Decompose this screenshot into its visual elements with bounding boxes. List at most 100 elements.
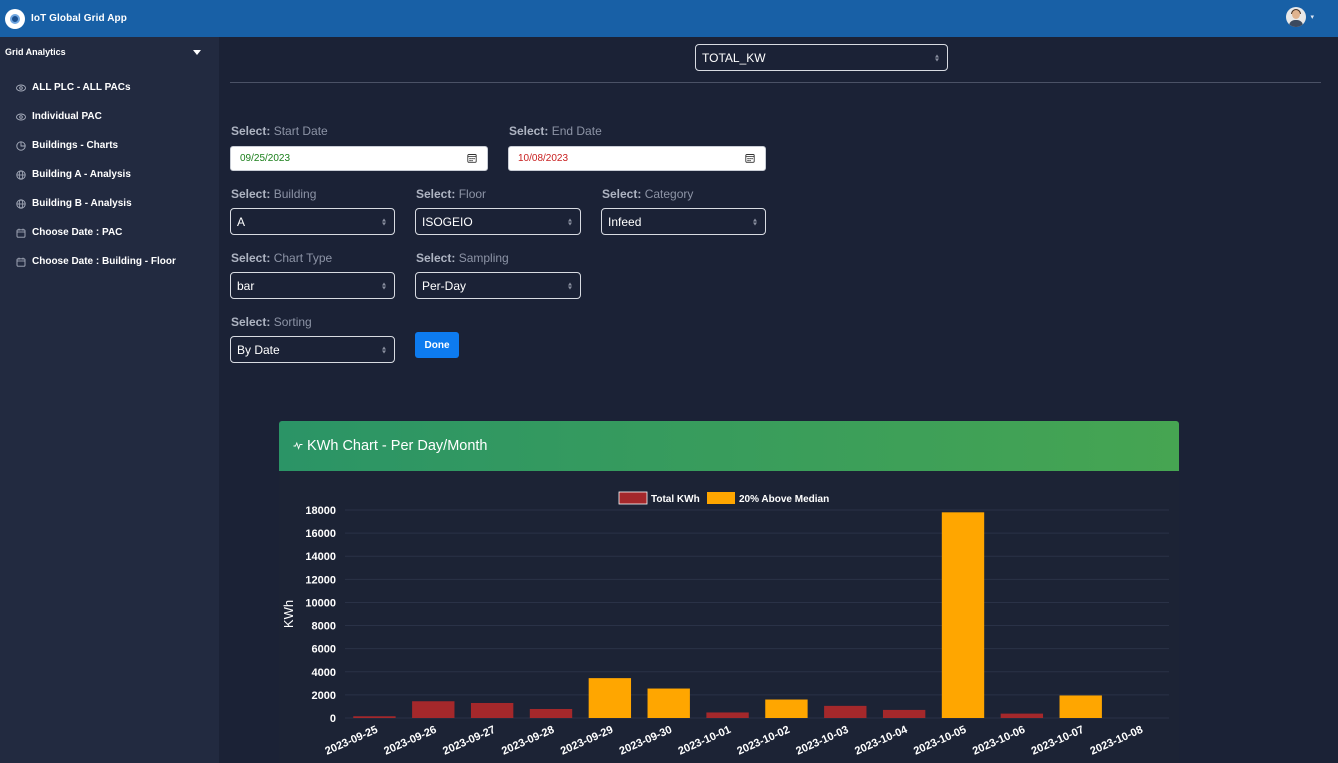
metric-select[interactable]: TOTAL_KW — [695, 44, 948, 71]
chart-card-title: KWh Chart - Per Day/Month — [307, 438, 488, 454]
metric-select-value: TOTAL_KW — [702, 50, 766, 65]
building-label: Select: Building — [231, 187, 317, 201]
y-axis-label: KWh — [281, 600, 296, 628]
x-tick-label: 2023-10-08 — [1088, 724, 1144, 758]
building-select-value: A — [237, 214, 246, 229]
bar — [1000, 713, 1044, 718]
sorting-select[interactable]: By Date — [230, 336, 395, 363]
calendar-icon — [16, 257, 26, 267]
select-arrows-icon — [568, 218, 572, 225]
legend-label: Total KWh — [651, 494, 700, 505]
sidebar-item-label: Choose Date : Building - Floor — [32, 256, 176, 267]
calendar-icon — [16, 228, 26, 238]
chart-type-select[interactable]: bar — [230, 272, 395, 299]
pulse-icon — [293, 437, 303, 455]
eye-icon — [16, 83, 26, 93]
eye-icon — [16, 112, 26, 122]
sidebar-section-header[interactable]: Grid Analytics — [0, 37, 219, 67]
category-select[interactable]: Infeed — [601, 208, 766, 235]
sidebar-item-label: Building A - Analysis — [32, 169, 131, 180]
bar — [412, 701, 455, 718]
x-tick-label: 2023-10-03 — [794, 724, 850, 758]
calendar-icon[interactable] — [467, 153, 477, 163]
done-button[interactable]: Done — [415, 332, 459, 358]
building-select[interactable]: A — [230, 208, 395, 235]
x-tick-label: 2023-10-05 — [912, 724, 968, 758]
sidebar-item-all-plc-all-pacs[interactable]: ALL PLC - ALL PACs — [0, 73, 219, 102]
select-arrows-icon — [568, 282, 572, 289]
end-date-value: 10/08/2023 — [518, 153, 569, 164]
y-tick-label: 12000 — [305, 574, 336, 586]
app-logo-icon[interactable] — [5, 8, 25, 29]
sidebar-section-title: Grid Analytics — [5, 47, 66, 57]
sidebar-item-label: Choose Date : PAC — [32, 227, 123, 238]
y-tick-label: 4000 — [312, 667, 336, 679]
globe-icon — [16, 198, 26, 209]
bar — [353, 716, 396, 718]
sidebar-item-individual-pac[interactable]: Individual PAC — [0, 102, 219, 131]
x-tick-label: 2023-10-01 — [676, 724, 732, 758]
sidebar-item-buildings-charts[interactable]: Buildings - Charts — [0, 131, 219, 160]
select-arrows-icon — [382, 346, 386, 353]
start-date-input[interactable]: 09/25/2023 — [230, 146, 488, 171]
y-tick-label: 6000 — [312, 644, 336, 656]
calendar-icon[interactable] — [745, 153, 755, 163]
y-tick-label: 18000 — [305, 505, 336, 517]
chart-type-label: Select: Chart Type — [231, 251, 333, 265]
start-date-label: Select: Start Date — [231, 124, 328, 138]
x-tick-label: 2023-09-28 — [500, 724, 556, 758]
x-tick-label: 2023-09-30 — [618, 724, 674, 758]
y-tick-label: 16000 — [305, 528, 336, 540]
x-tick-label: 2023-10-06 — [971, 724, 1027, 758]
bar — [765, 699, 808, 718]
bar — [470, 702, 514, 718]
sidebar: Grid Analytics ALL PLC - ALL PACs Indivi… — [0, 37, 219, 763]
x-tick-label: 2023-10-04 — [853, 723, 910, 757]
y-tick-label: 10000 — [305, 597, 336, 609]
x-tick-label: 2023-09-25 — [323, 724, 379, 758]
category-label: Select: Category — [602, 187, 694, 201]
x-tick-label: 2023-10-02 — [735, 724, 791, 758]
select-arrows-icon — [382, 218, 386, 225]
x-tick-label: 2023-09-27 — [441, 724, 497, 758]
chart-card-header: KWh Chart - Per Day/Month — [279, 421, 1179, 471]
user-menu[interactable]: ▾ — [1286, 7, 1314, 27]
category-select-value: Infeed — [608, 214, 642, 229]
select-arrows-icon — [382, 282, 386, 289]
floor-select-value: ISOGEIO — [422, 214, 473, 229]
chevron-down-icon[interactable]: ▾ — [1310, 14, 1314, 21]
sidebar-item-label: Individual PAC — [32, 111, 102, 122]
x-tick-label: 2023-10-07 — [1030, 724, 1086, 758]
legend-swatch — [707, 492, 735, 504]
sidebar-item-building-b-analysis[interactable]: Building B - Analysis — [0, 189, 219, 218]
sorting-select-value: By Date — [237, 342, 280, 357]
chart-type-select-value: bar — [237, 278, 255, 293]
sorting-label: Select: Sorting — [231, 315, 312, 329]
sidebar-item-choose-date-building-floor[interactable]: Choose Date : Building - Floor — [0, 247, 219, 276]
avatar[interactable] — [1286, 7, 1307, 27]
sidebar-item-label: ALL PLC - ALL PACs — [32, 82, 131, 93]
select-arrows-icon — [935, 54, 939, 61]
legend-label: 20% Above Median — [739, 494, 829, 505]
caret-down-icon[interactable] — [193, 49, 201, 55]
sidebar-item-building-a-analysis[interactable]: Building A - Analysis — [0, 160, 219, 189]
main-content: TOTAL_KW Select: Start Date 09/25/2023 S… — [219, 37, 1338, 763]
bar — [824, 705, 867, 718]
floor-select[interactable]: ISOGEIO — [415, 208, 581, 235]
bar — [882, 709, 926, 718]
sampling-select[interactable]: Per-Day — [415, 272, 581, 299]
y-tick-label: 0 — [330, 713, 336, 725]
app-title[interactable]: IoT Global Grid App — [31, 13, 127, 24]
chart-card-body: 0 2000 4000 6000 8000 10000 12000 14000 16000 180… — [279, 471, 1179, 763]
y-tick-label: 14000 — [305, 551, 336, 563]
sampling-label: Select: Sampling — [416, 251, 509, 265]
start-date-value: 09/25/2023 — [240, 153, 291, 164]
sidebar-item-label: Building B - Analysis — [32, 198, 132, 209]
floor-label: Select: Floor — [416, 187, 487, 201]
sampling-select-value: Per-Day — [422, 278, 467, 293]
bar — [588, 678, 632, 718]
end-date-input[interactable]: 10/08/2023 — [508, 146, 766, 171]
bar — [647, 688, 690, 718]
sidebar-item-choose-date-pac[interactable]: Choose Date : PAC — [0, 218, 219, 247]
top-navbar: IoT Global Grid App ▾ — [0, 0, 1338, 37]
